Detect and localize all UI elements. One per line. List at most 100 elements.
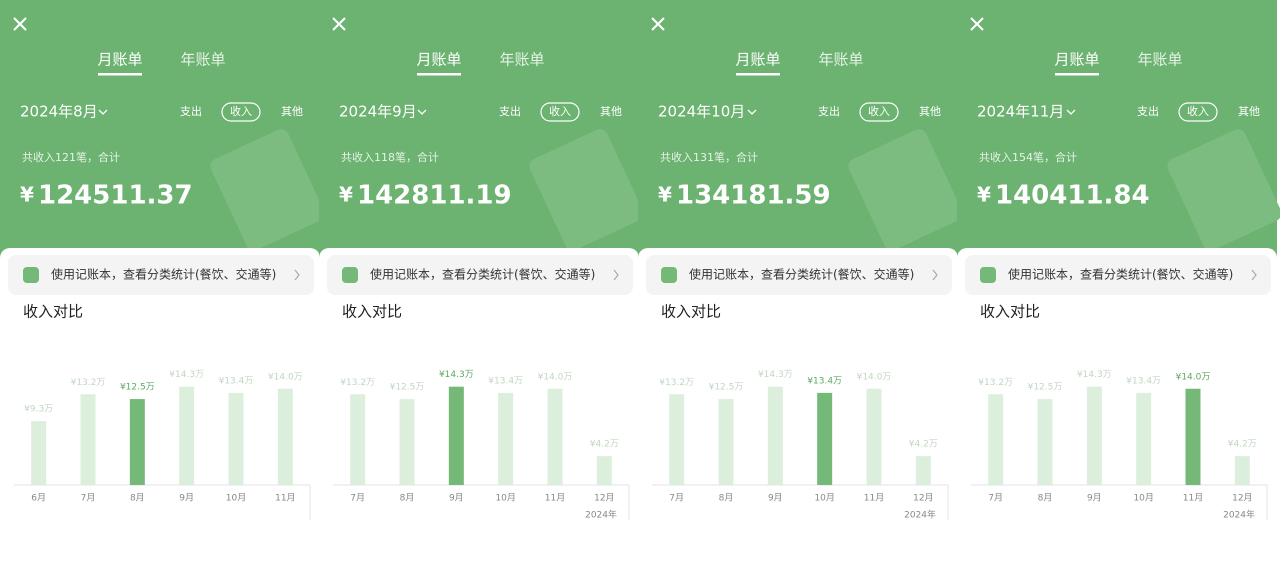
tab-underline bbox=[1055, 73, 1099, 76]
close-button[interactable] bbox=[13, 17, 27, 31]
total: 134181.59 bbox=[676, 181, 831, 211]
filter[interactable]: 收入 bbox=[549, 104, 571, 118]
bar[interactable] bbox=[1086, 386, 1102, 485]
tab[interactable]: 年账单 bbox=[180, 51, 225, 69]
tab[interactable]: 月账单 bbox=[416, 51, 461, 69]
bar[interactable] bbox=[228, 392, 244, 485]
banner-text: 使用记账本，查看分类统计(餐饮、交通等) bbox=[370, 267, 595, 282]
tab-underline bbox=[417, 73, 461, 76]
x-tick-label: 12月 bbox=[594, 493, 614, 504]
x-tick-label: 12月 bbox=[1232, 493, 1252, 504]
value-label: ¥12.5万 bbox=[390, 383, 425, 393]
tab[interactable]: 月账单 bbox=[735, 51, 780, 69]
value-label: ¥13.2万 bbox=[340, 378, 375, 388]
tab[interactable]: 月账单 bbox=[1054, 51, 1099, 69]
bar[interactable] bbox=[988, 394, 1004, 485]
chevron bbox=[932, 269, 938, 281]
banner[interactable]: 使用记账本，查看分类统计(餐饮、交通等) bbox=[646, 255, 952, 295]
x-tick-label: 10月 bbox=[1133, 493, 1153, 504]
bar[interactable] bbox=[277, 388, 293, 485]
banner-icon bbox=[342, 267, 358, 283]
bar[interactable] bbox=[866, 388, 882, 485]
banner-bg bbox=[8, 255, 314, 295]
tab[interactable]: 年账单 bbox=[1137, 51, 1182, 69]
filter[interactable]: 其他 bbox=[600, 105, 622, 118]
x-tick-label: 8月 bbox=[1038, 493, 1053, 504]
dropdown-arrow bbox=[417, 109, 427, 115]
filter[interactable]: 支出 bbox=[180, 104, 202, 118]
x-tick-label: 11月 bbox=[545, 493, 565, 504]
chart-title: 收入对比 bbox=[342, 303, 402, 321]
chevron bbox=[294, 269, 300, 281]
x-tick-label: 9月 bbox=[1087, 493, 1102, 504]
bar[interactable] bbox=[1234, 456, 1250, 485]
filter[interactable]: 收入 bbox=[1187, 104, 1209, 118]
tab[interactable]: 年账单 bbox=[818, 51, 863, 69]
bar[interactable] bbox=[767, 386, 783, 485]
bar[interactable] bbox=[350, 394, 366, 485]
month-selector[interactable]: 2024年11月 bbox=[977, 103, 1064, 121]
filter[interactable]: 其他 bbox=[281, 105, 303, 118]
month-selector[interactable]: 2024年10月 bbox=[658, 103, 745, 121]
filter[interactable]: 收入 bbox=[230, 104, 252, 118]
summary: 共收入118笔，合计 bbox=[341, 150, 439, 164]
year-label: 2024年 bbox=[585, 509, 617, 521]
filter[interactable]: 支出 bbox=[818, 104, 840, 118]
bar[interactable] bbox=[817, 392, 833, 485]
tab[interactable]: 年账单 bbox=[499, 51, 544, 69]
close-button[interactable] bbox=[970, 17, 984, 31]
x-tick-label: 9月 bbox=[768, 493, 783, 504]
banner[interactable]: 使用记账本，查看分类统计(餐饮、交通等) bbox=[965, 255, 1271, 295]
value-label: ¥14.3万 bbox=[439, 370, 474, 380]
bar[interactable] bbox=[669, 394, 685, 485]
value-label: ¥12.5万 bbox=[120, 383, 155, 393]
close-button[interactable] bbox=[651, 17, 665, 31]
close-button[interactable] bbox=[332, 17, 346, 31]
month-selector[interactable]: 2024年9月 bbox=[339, 103, 417, 121]
bar[interactable] bbox=[718, 399, 734, 485]
chevron bbox=[1251, 269, 1257, 281]
total: 124511.37 bbox=[38, 181, 193, 211]
value-label: ¥14.3万 bbox=[1077, 370, 1112, 380]
bar[interactable] bbox=[448, 386, 464, 485]
tab-underline bbox=[98, 73, 142, 76]
bar[interactable] bbox=[1136, 392, 1152, 485]
bar[interactable] bbox=[915, 456, 931, 485]
value-label: ¥9.3万 bbox=[24, 405, 53, 415]
bar[interactable] bbox=[547, 388, 563, 485]
summary: 共收入121笔，合计 bbox=[22, 150, 120, 164]
month-selector[interactable]: 2024年8月 bbox=[20, 103, 98, 121]
bar[interactable] bbox=[179, 386, 195, 485]
bar[interactable] bbox=[1037, 399, 1053, 485]
filter[interactable]: 支出 bbox=[499, 104, 521, 118]
header-decoration bbox=[529, 129, 644, 251]
tab[interactable]: 月账单 bbox=[97, 51, 142, 69]
chart-title: 收入对比 bbox=[23, 303, 83, 321]
banner-icon bbox=[661, 267, 677, 283]
filter[interactable]: 支出 bbox=[1137, 104, 1159, 118]
banner-icon bbox=[980, 267, 996, 283]
value-label: ¥13.4万 bbox=[488, 376, 523, 386]
value-label: ¥14.3万 bbox=[169, 370, 204, 380]
bar[interactable] bbox=[399, 399, 415, 485]
bar[interactable] bbox=[31, 421, 47, 485]
x-tick-label: 8月 bbox=[400, 493, 415, 504]
bar[interactable] bbox=[1185, 388, 1201, 485]
x-tick-label: 11月 bbox=[1183, 493, 1203, 504]
bar[interactable] bbox=[596, 456, 612, 485]
year-label: 2024年 bbox=[904, 509, 936, 521]
value-label: ¥14.0万 bbox=[857, 372, 892, 382]
banner-text: 使用记账本，查看分类统计(餐饮、交通等) bbox=[1008, 267, 1233, 282]
total: 142811.19 bbox=[357, 181, 512, 211]
filter[interactable]: 收入 bbox=[868, 104, 890, 118]
banner[interactable]: 使用记账本，查看分类统计(餐饮、交通等) bbox=[327, 255, 633, 295]
bar[interactable] bbox=[498, 392, 514, 485]
banner[interactable]: 使用记账本，查看分类统计(餐饮、交通等) bbox=[8, 255, 314, 295]
filter[interactable]: 其他 bbox=[919, 105, 941, 118]
bar[interactable] bbox=[80, 394, 96, 485]
bar[interactable] bbox=[129, 399, 145, 485]
x-tick-label: 10月 bbox=[226, 493, 246, 504]
filter[interactable]: 其他 bbox=[1238, 105, 1260, 118]
